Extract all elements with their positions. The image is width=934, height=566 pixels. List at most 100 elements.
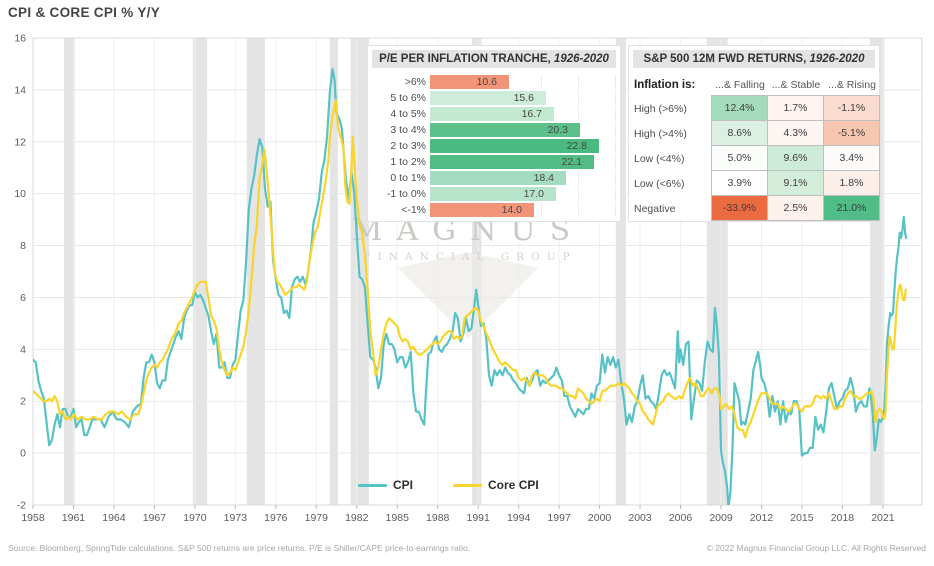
pe-bar-value: 20.3 <box>547 124 568 136</box>
pe-bar-value: 18.4 <box>533 172 554 184</box>
pe-bar-track: 14.0 <box>430 203 620 217</box>
sp-table-row: Low (<6%) 3.9% 9.1% 1.8% <box>634 170 880 196</box>
pe-tranche-label: <-1% <box>401 204 426 216</box>
y-axis-label: 4 <box>20 344 26 356</box>
recession-band <box>64 38 75 505</box>
x-axis-label: 1961 <box>62 512 86 524</box>
pe-tranche-label: 4 to 5% <box>390 108 426 120</box>
sp-table-row: High (>4%) 8.6% 4.3% -5.1% <box>634 120 880 146</box>
copyright-note: © 2022 Magnus Financial Group LLC. All R… <box>706 543 926 553</box>
legend-swatch-line-icon <box>358 483 387 487</box>
pe-bar-track: 10.6 <box>430 75 620 89</box>
legend-label: CPI <box>393 478 414 492</box>
recession-band <box>192 38 208 505</box>
pe-tranche-label: 3 to 4% <box>390 124 426 136</box>
pe-bar: 14.0 <box>430 203 534 217</box>
x-axis-label: 2009 <box>709 512 733 524</box>
pe-bar-row: 2 to 3% 22.8 <box>368 138 620 154</box>
recession-band <box>329 38 338 505</box>
y-axis-label: 14 <box>14 84 26 96</box>
sp-row-label: High (>4%) <box>634 127 687 140</box>
pe-bar-track: 20.3 <box>430 123 620 137</box>
x-axis-label: 2012 <box>750 512 774 524</box>
x-axis-label: 1991 <box>466 512 490 524</box>
y-axis-label: -2 <box>17 500 26 512</box>
pe-bar-value: 15.6 <box>513 92 534 104</box>
source-note: Source: Bloomberg, SpringTide calculatio… <box>8 543 471 553</box>
recession-band <box>246 38 265 505</box>
watermark-text-line2: FINANCIAL GROUP <box>363 251 576 263</box>
pe-bar-value: 17.0 <box>523 188 544 200</box>
legend-item-core-cpi: Core CPI <box>453 478 539 492</box>
y-axis-label: 16 <box>14 33 26 45</box>
pe-bar: 20.3 <box>430 123 580 137</box>
y-axis-label: 8 <box>20 240 26 252</box>
x-axis-label: 2018 <box>831 512 855 524</box>
x-axis-label: 1967 <box>143 512 167 524</box>
page-title: CPI & CORE CPI % Y/Y <box>8 5 161 20</box>
x-axis-label: 2003 <box>628 512 652 524</box>
y-axis-label: 2 <box>20 396 26 408</box>
x-axis-label: 2021 <box>871 512 895 524</box>
x-axis-label: 1964 <box>102 512 126 524</box>
legend-label: Core CPI <box>488 478 539 492</box>
sp-table-row: Low (<4%) 5.0% 9.6% 3.4% <box>634 145 880 171</box>
sp-return-cell: -5.1% <box>823 120 880 146</box>
x-axis-label: 1988 <box>426 512 450 524</box>
sp-table-row: High (>6%) 12.4% 1.7% -1.1% <box>634 95 880 121</box>
pe-bar: 17.0 <box>430 187 556 201</box>
plot-border <box>32 37 923 506</box>
sp-return-cell: -1.1% <box>823 95 880 121</box>
x-axis-label: 1973 <box>224 512 248 524</box>
sp-column-header: ...& Rising <box>828 79 876 91</box>
sp-row-label: Negative <box>634 202 676 215</box>
sp-panel-title-text: S&P 500 12M FWD RETURNS, <box>643 53 810 65</box>
pe-bar-track: 22.8 <box>430 139 620 153</box>
pe-bar: 22.1 <box>430 155 594 169</box>
pe-bar-track: 16.7 <box>430 107 620 121</box>
sp-return-cell: 3.4% <box>823 145 880 171</box>
pe-panel-title-daterange: 1926-2020 <box>553 53 609 65</box>
sp-return-cell: -33.9% <box>711 195 768 221</box>
pe-bar: 16.7 <box>430 107 554 121</box>
x-axis-label: 1970 <box>183 512 207 524</box>
sp-return-cell: 4.3% <box>767 120 824 146</box>
cpi-line <box>33 67 908 505</box>
pe-tranche-label: 0 to 1% <box>390 172 426 184</box>
sp-return-cell: 9.6% <box>767 145 824 171</box>
pe-bar-track: 15.6 <box>430 91 620 105</box>
pe-bar-row: 1 to 2% 22.1 <box>368 154 620 170</box>
x-axis-label: 1982 <box>345 512 369 524</box>
legend-item-cpi: CPI <box>358 478 413 492</box>
sp-column-header: ...& Stable <box>771 79 821 91</box>
y-axis-label: 6 <box>20 292 26 304</box>
recession-band <box>615 38 626 505</box>
sp-column-header: ...& Falling <box>715 79 765 91</box>
sp-return-cell: 12.4% <box>711 95 768 121</box>
x-axis-label: 1985 <box>386 512 410 524</box>
core-cpi-line <box>33 99 907 439</box>
watermark-eagle-icon <box>398 252 538 338</box>
legend-swatch-line-icon <box>453 483 483 487</box>
pe-bar-row: 4 to 5% 16.7 <box>368 106 620 122</box>
sp-panel-title-daterange: 1926-2020 <box>809 53 865 65</box>
sp-return-cell: 3.9% <box>711 170 768 196</box>
pe-bar-value: 22.1 <box>561 156 582 168</box>
pe-bar-chart: >6% 10.6 5 to 6% 15.6 4 to 5% 16.7 3 to 4% 20.3… <box>368 74 620 218</box>
pe-panel-title-text: P/E PER INFLATION TRANCHE, <box>379 53 554 65</box>
sp-return-cell: 9.1% <box>767 170 824 196</box>
pe-bar: 18.4 <box>430 171 566 185</box>
y-axis-label: 12 <box>14 136 26 148</box>
sp-return-cell: 1.8% <box>823 170 880 196</box>
x-axis-label: 1976 <box>264 512 288 524</box>
pe-bar: 22.8 <box>430 139 599 153</box>
pe-tranche-label: -1 to 0% <box>386 188 426 200</box>
pe-bar-row: 3 to 4% 20.3 <box>368 122 620 138</box>
pe-bar-row: 5 to 6% 15.6 <box>368 90 620 106</box>
pe-bar-row: >6% 10.6 <box>368 74 620 90</box>
pe-bar-value: 22.8 <box>566 140 587 152</box>
pe-bar-row: -1 to 0% 17.0 <box>368 186 620 202</box>
pe-bar-row: 0 to 1% 18.4 <box>368 170 620 186</box>
